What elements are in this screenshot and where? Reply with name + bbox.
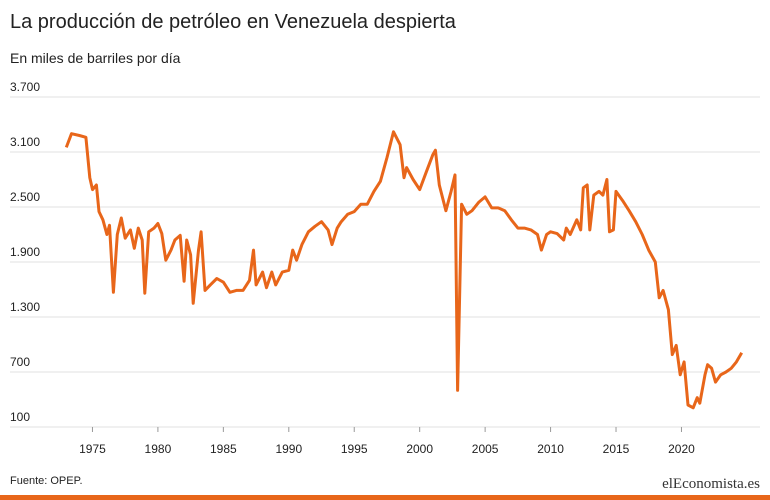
y-tick-label: 3.100 [10, 135, 40, 149]
x-tick-label: 1990 [275, 442, 302, 456]
logo: elEconomista.es [662, 476, 760, 492]
x-tick-label: 1975 [79, 442, 106, 456]
x-tick-label: 2020 [668, 442, 695, 456]
x-tick-label: 2010 [537, 442, 564, 456]
x-tick-label: 1985 [210, 442, 237, 456]
source: Fuente: OPEP. [10, 475, 83, 487]
x-tick-label: 2000 [406, 442, 433, 456]
data-line [64, 130, 743, 410]
y-tick-label: 3.700 [10, 80, 40, 94]
footer-bar [0, 495, 770, 500]
x-tick-label: 1980 [145, 442, 172, 456]
y-tick-label: 100 [10, 410, 30, 424]
y-tick-label: 2.500 [10, 190, 40, 204]
y-tick-label: 1.900 [10, 245, 40, 259]
x-tick-label: 2005 [472, 442, 499, 456]
chart-title: La producción de petróleo en Venezuela d… [10, 11, 457, 33]
x-tick-label: 2015 [603, 442, 630, 456]
y-tick-label: 700 [10, 355, 30, 369]
y-tick-label: 1.300 [10, 300, 40, 314]
chart-subtitle: En miles de barriles por día [10, 50, 181, 66]
x-tick-label: 1995 [341, 442, 368, 456]
